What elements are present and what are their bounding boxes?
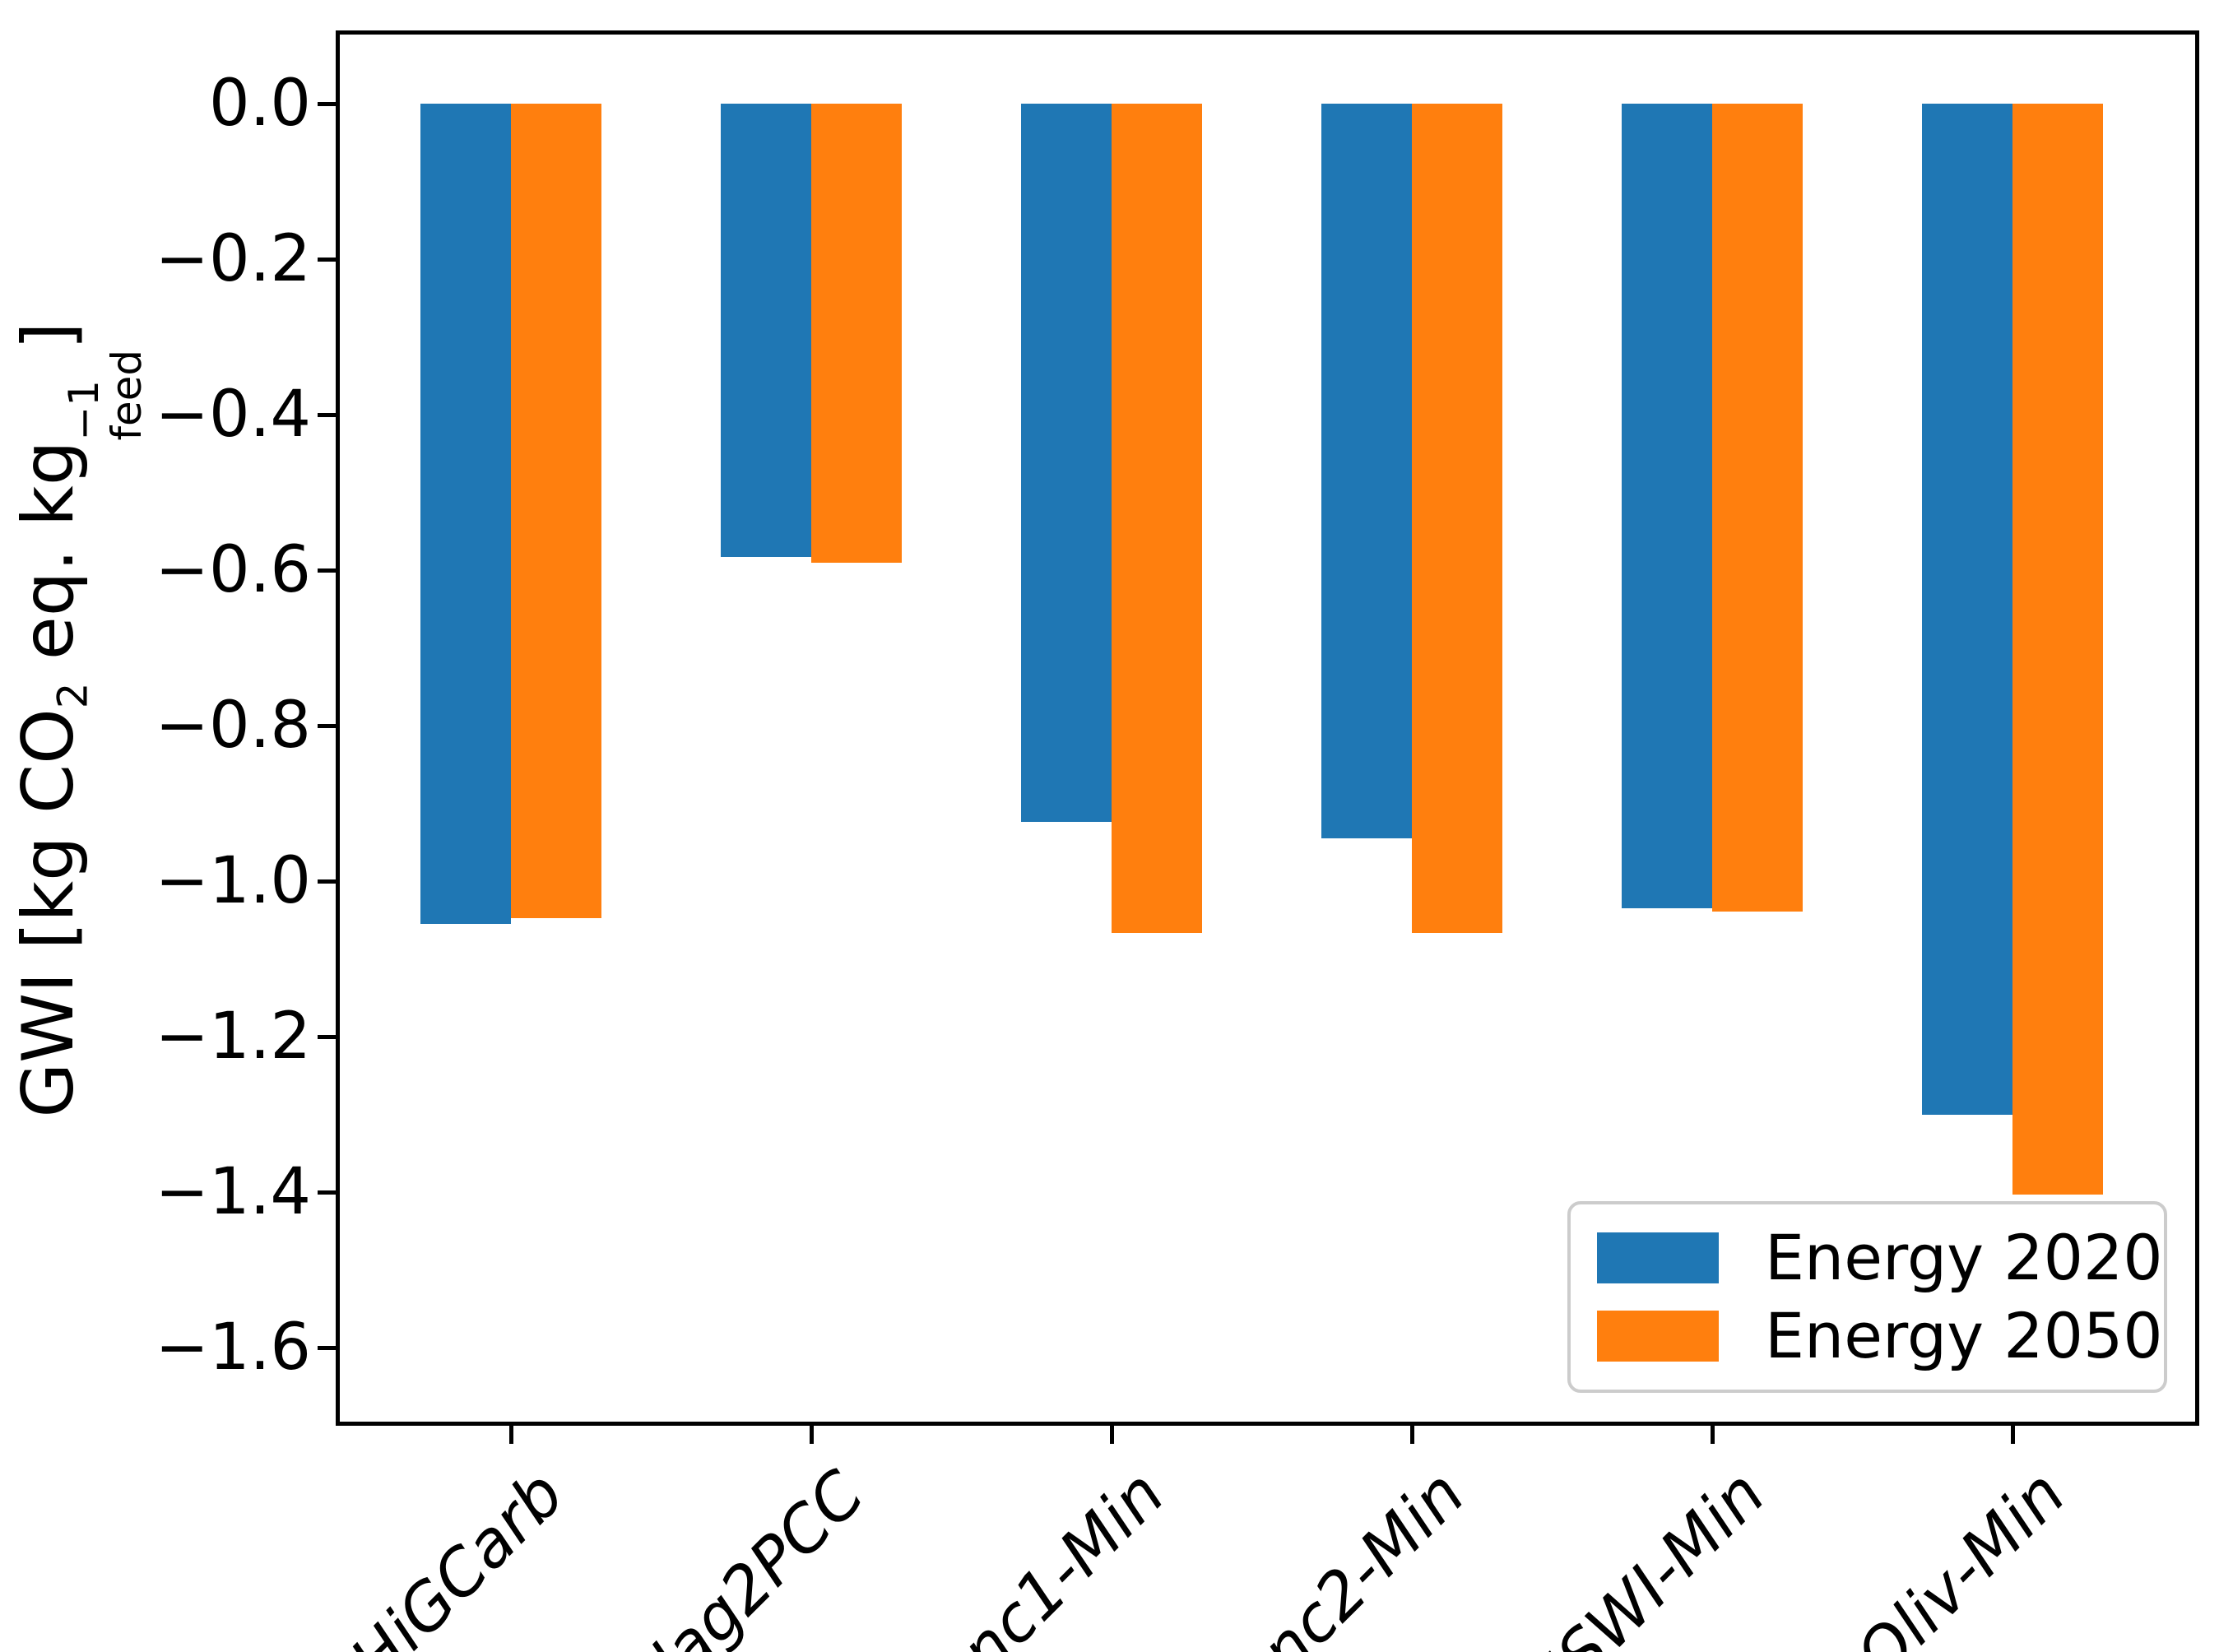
legend-swatch-energy-2050 — [1597, 1311, 1719, 1362]
y-tick-neg1.4 — [318, 1190, 336, 1195]
x-tick-higcarb — [508, 1426, 513, 1444]
bar-energy-2020-oliv-min — [1922, 104, 2012, 1115]
y-tick-label: −1.4 — [155, 1155, 311, 1229]
y-axis-label-close: ] — [7, 322, 91, 350]
bar-energy-2050-mswi-min — [1712, 104, 1803, 912]
bar-energy-2020-conc1-min — [1021, 104, 1112, 823]
legend-label-energy-2020: Energy 2020 — [1765, 1221, 2163, 1294]
y-tick-neg1.0 — [318, 879, 336, 884]
bar-energy-2050-oliv-min — [2012, 104, 2103, 1195]
y-tick-label: −0.6 — [155, 533, 311, 607]
y-tick-label: −0.4 — [155, 378, 311, 452]
bar-energy-2020-conc2-min — [1321, 104, 1412, 839]
x-tick-label-higcarb: HiGCarb — [337, 1457, 578, 1652]
bar-energy-2020-higcarb — [420, 104, 511, 924]
x-tick-oliv-min — [2010, 1426, 2015, 1444]
x-tick-label-oliv-min: Oliv-Min — [1842, 1457, 2080, 1652]
y-tick-label: −0.2 — [155, 222, 311, 296]
plot-area — [336, 30, 2199, 1426]
bar-energy-2050-slag2pcc — [811, 104, 902, 564]
x-tick-conc1-min — [1109, 1426, 1114, 1444]
y-tick-neg1.2 — [318, 1034, 336, 1039]
y-tick-0.0 — [318, 101, 336, 106]
bar-energy-2050-higcarb — [511, 104, 601, 919]
bar-energy-2020-slag2pcc — [721, 104, 811, 557]
legend-entry-energy-2050: Energy 2050 — [1597, 1302, 2163, 1370]
x-tick-label-conc2-min: Conc2-Min — [1187, 1457, 1479, 1652]
legend-entry-energy-2020: Energy 2020 — [1597, 1224, 2163, 1292]
legend-label-energy-2050: Energy 2050 — [1765, 1299, 2163, 1372]
x-tick-conc2-min — [1409, 1426, 1414, 1444]
x-tick-slag2pcc — [809, 1426, 814, 1444]
y-tick-label: −1.2 — [155, 1000, 311, 1074]
x-tick-label-conc1-min: Conc1-Min — [887, 1457, 1179, 1652]
y-tick-label: −0.8 — [155, 689, 311, 763]
y-tick-neg1.6 — [318, 1345, 336, 1350]
legend-swatch-energy-2020 — [1597, 1232, 1719, 1283]
y-tick-neg0.2 — [318, 257, 336, 262]
y-tick-neg0.8 — [318, 723, 336, 728]
legend-box: Energy 2020 Energy 2050 — [1567, 1201, 2167, 1393]
y-tick-neg0.6 — [318, 568, 336, 573]
x-tick-mswi-min — [1710, 1426, 1715, 1444]
y-tick-label: 0.0 — [208, 67, 311, 141]
x-tick-label-slag2pcc: Slag2PCC — [608, 1457, 879, 1652]
x-tick-label-mswi-min: MSWI-Min — [1503, 1457, 1780, 1652]
bar-energy-2020-mswi-min — [1622, 104, 1712, 909]
y-tick-label: −1.6 — [155, 1311, 311, 1385]
bar-energy-2050-conc1-min — [1112, 104, 1202, 934]
y-tick-neg0.4 — [318, 412, 336, 417]
bar-energy-2050-conc2-min — [1412, 104, 1502, 934]
y-tick-label: −1.0 — [155, 844, 311, 918]
